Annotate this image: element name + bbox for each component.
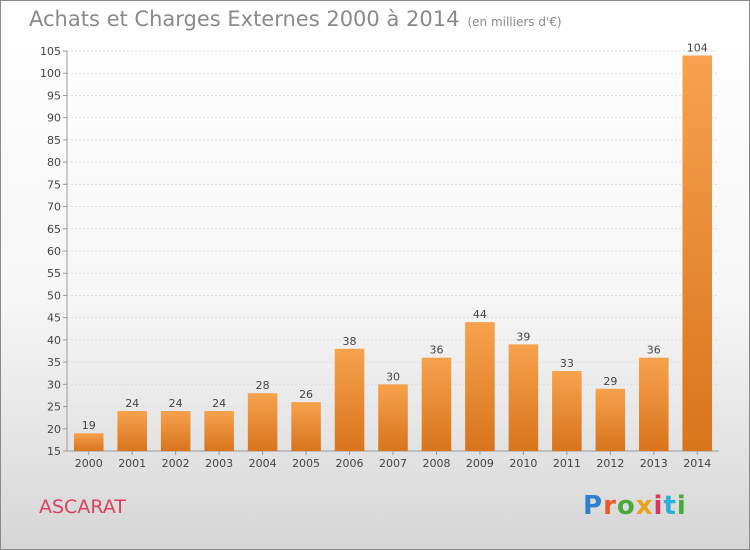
- x-tick-label: 2008: [422, 457, 450, 470]
- data-labels: 19 24 24 24 28 26 38 30 36 44 39 33 29 36 104: [82, 41, 708, 432]
- bar: [160, 411, 191, 451]
- logo-letter: i: [676, 491, 687, 521]
- chart-title-text: Achats et Charges Externes 2000 à 2014: [29, 7, 460, 31]
- y-tick-label: 40: [47, 334, 61, 347]
- chart-title: Achats et Charges Externes 2000 à 2014 (e…: [29, 7, 562, 31]
- x-tick-label: 2004: [249, 457, 277, 470]
- bar-value-label: 33: [560, 357, 574, 370]
- logo-letter: P: [583, 491, 604, 521]
- y-tick-label: 15: [47, 445, 61, 458]
- x-tick-label: 2012: [596, 457, 624, 470]
- bar: [508, 344, 539, 451]
- bar: [682, 55, 713, 451]
- x-tick-label: 2005: [292, 457, 320, 470]
- y-tick-label: 90: [47, 112, 61, 125]
- bar: [334, 348, 365, 451]
- bar-value-label: 44: [473, 308, 487, 321]
- bar-value-label: 38: [343, 335, 357, 348]
- x-tick-label: 2000: [75, 457, 103, 470]
- bar-value-label: 39: [516, 330, 530, 343]
- bar: [378, 384, 408, 451]
- y-tick-label: 30: [47, 378, 61, 391]
- bars: [73, 55, 713, 451]
- x-tick-label: 2007: [379, 457, 407, 470]
- bar: [552, 371, 582, 451]
- logo-letter: o: [616, 491, 636, 521]
- bar-value-label: 26: [299, 388, 313, 401]
- x-tick-label: 2002: [162, 457, 190, 470]
- y-tick-label: 25: [47, 401, 61, 414]
- bar: [595, 388, 626, 451]
- y-tick-label: 35: [47, 356, 61, 369]
- y-tick-label: 55: [47, 267, 61, 280]
- bar-value-label: 30: [386, 370, 400, 383]
- bar-value-label: 28: [256, 379, 270, 392]
- bar-value-label: 36: [429, 344, 443, 357]
- bar: [247, 393, 278, 451]
- y-tick-label: 65: [47, 223, 61, 236]
- y-tick-label: 80: [47, 156, 61, 169]
- axes: 15 20 25 30 35 40 45 50 55 60 65 70 75 80 85 90 95 100 105…: [40, 45, 719, 470]
- x-tick-label: 2013: [640, 457, 668, 470]
- bar: [465, 322, 495, 451]
- y-tick-label: 70: [47, 201, 61, 214]
- bar-value-label: 104: [687, 41, 708, 54]
- y-tick-label: 75: [47, 178, 61, 191]
- bar-value-label: 24: [169, 397, 183, 410]
- logo-letter: i: [653, 491, 664, 521]
- logo-letter: x: [635, 491, 654, 521]
- bar-value-label: 24: [212, 397, 226, 410]
- bar-value-label: 29: [603, 375, 617, 388]
- bar: [204, 411, 234, 451]
- bar: [421, 357, 452, 451]
- x-tick-label: 2003: [205, 457, 233, 470]
- x-tick-label: 2009: [466, 457, 494, 470]
- proxiti-logo[interactable]: Proxiti: [583, 491, 687, 521]
- bar-value-label: 24: [125, 397, 139, 410]
- y-tick-label: 20: [47, 423, 61, 436]
- logo-letter: t: [663, 491, 677, 521]
- y-tick-label: 45: [47, 312, 61, 325]
- x-tick-label: 2010: [509, 457, 537, 470]
- y-tick-label: 50: [47, 289, 61, 302]
- x-tick-label: 2011: [553, 457, 581, 470]
- x-tick-label: 2001: [118, 457, 146, 470]
- bar: [291, 402, 321, 451]
- y-tick-label: 105: [40, 45, 61, 58]
- y-tick-label: 85: [47, 134, 61, 147]
- logo-letter: r: [603, 491, 617, 521]
- bar: [73, 433, 104, 451]
- bar: [639, 357, 669, 451]
- chart-subtitle: (en milliers d'€): [467, 15, 562, 29]
- y-tick-label: 100: [40, 67, 61, 80]
- bar: [117, 411, 147, 451]
- y-tick-label: 60: [47, 245, 61, 258]
- y-tick-label: 95: [47, 89, 61, 102]
- place-name: ASCARAT: [39, 496, 126, 518]
- bar-value-label: 36: [647, 344, 661, 357]
- x-tick-label: 2006: [336, 457, 364, 470]
- bar-value-label: 19: [82, 419, 96, 432]
- x-tick-label: 2014: [683, 457, 711, 470]
